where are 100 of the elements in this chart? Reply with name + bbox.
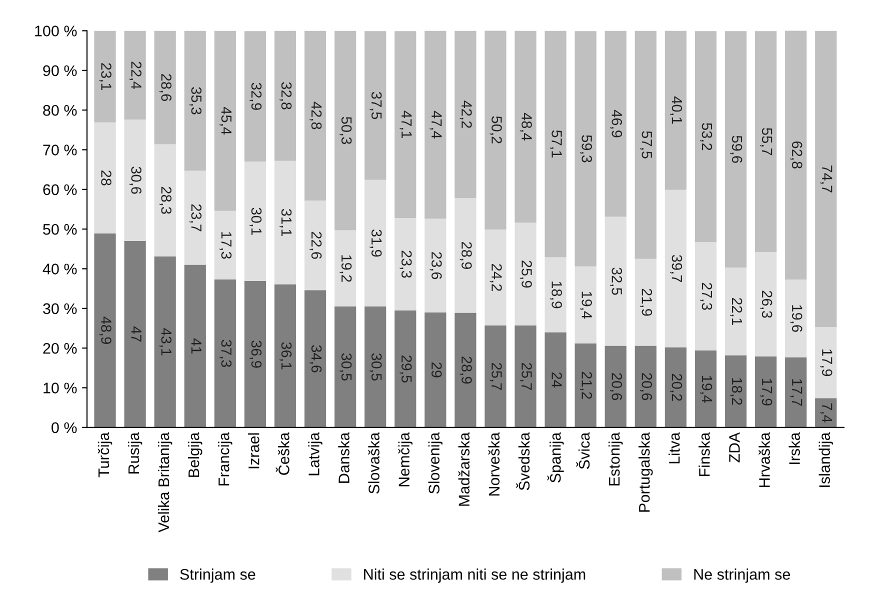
bar (815, 30, 837, 328)
data-label: 41 (191, 338, 202, 354)
bar (274, 160, 296, 284)
data-label: 23,7 (189, 204, 202, 232)
bar (574, 266, 596, 344)
data-label: 20,6 (640, 373, 652, 400)
data-label: 31,9 (370, 230, 382, 257)
legend-label: Ne strinjam se (694, 568, 790, 583)
x-tick-label: Slovenija (428, 432, 443, 494)
data-label: 34,6 (310, 345, 322, 372)
legend-label: Strinjam se (180, 568, 256, 583)
data-label: 22,4 (129, 62, 142, 89)
data-label: 36,9 (250, 340, 262, 368)
bar (154, 256, 176, 428)
bar (785, 30, 807, 280)
data-label: 35,3 (189, 87, 202, 114)
data-label: 43,1 (159, 328, 172, 356)
bar (754, 252, 777, 356)
bar (544, 257, 566, 332)
bar (724, 31, 747, 268)
bar (664, 30, 687, 190)
y-tick-label: 100 % (35, 26, 77, 36)
bar (244, 162, 266, 282)
data-label: 32,9 (250, 82, 262, 110)
data-label: 25,7 (490, 362, 502, 390)
bar (244, 281, 266, 428)
data-label: 28 (101, 170, 112, 186)
data-label: 57,5 (640, 131, 652, 158)
data-label: 59,6 (730, 136, 742, 163)
data-label: 39,7 (670, 254, 682, 282)
bar (754, 31, 777, 252)
bar (214, 210, 236, 280)
x-tick-label: Turčija (98, 432, 112, 478)
bar (634, 30, 656, 259)
data-label: 21,9 (640, 288, 652, 316)
data-label: 19,2 (340, 255, 352, 282)
data-label: 30,6 (129, 166, 142, 194)
bar (124, 30, 146, 120)
data-label: 37,3 (220, 340, 232, 367)
x-tick-label: Francija (218, 432, 232, 486)
x-tick-label: ZDA (729, 432, 740, 462)
x-tick-label: Švica (576, 432, 590, 469)
data-label: 30,1 (250, 208, 262, 235)
bar (484, 229, 506, 326)
data-label: 23,1 (99, 63, 112, 90)
data-label: 74,7 (820, 165, 832, 192)
bar (274, 30, 296, 161)
data-label: 48,9 (99, 316, 112, 344)
x-tick-label: Irska (788, 432, 800, 464)
data-label: 20,6 (610, 373, 622, 400)
bar (785, 279, 807, 358)
legend-label: Niti se strinjam niti se ne strinjam (364, 568, 586, 583)
x-tick-label: Finska (698, 432, 710, 476)
data-label: 28,6 (159, 74, 172, 102)
y-tick-label: 20 % (43, 342, 77, 354)
bar (184, 264, 206, 428)
data-label: 42,8 (310, 102, 322, 130)
data-label: 22,6 (310, 232, 322, 259)
bar (694, 31, 717, 242)
bar (815, 327, 837, 398)
x-tick-label: Latvija (308, 432, 322, 476)
bar (304, 30, 326, 201)
bar (124, 240, 146, 428)
bar (364, 31, 386, 180)
bar (454, 30, 476, 198)
data-label: 45,4 (220, 106, 232, 135)
bar (394, 31, 416, 218)
bar (394, 310, 416, 428)
data-label: 26,3 (760, 290, 772, 318)
data-label: 21,2 (580, 372, 592, 399)
bar (514, 325, 536, 428)
x-tick-label: Rusija (128, 432, 142, 474)
bar (94, 30, 116, 122)
data-label: 18,9 (550, 282, 562, 308)
data-label: 17,9 (820, 349, 832, 376)
bar (484, 30, 506, 230)
x-tick-label: Estonija (608, 432, 623, 486)
data-label: 32,5 (610, 268, 622, 295)
data-label: 50,3 (340, 116, 352, 144)
data-label: 59,3 (580, 135, 592, 162)
bar (364, 180, 386, 306)
bar (514, 222, 536, 326)
data-label: 62,8 (790, 141, 802, 168)
bar (604, 30, 626, 217)
data-label: 36,1 (280, 342, 292, 370)
data-label: 37,5 (370, 92, 382, 120)
data-label: 7,4 (820, 403, 832, 422)
bar (454, 198, 476, 313)
bar (184, 30, 206, 171)
bar (634, 346, 656, 428)
x-tick-label: Nemčija (398, 432, 413, 486)
bar (694, 242, 717, 350)
bar (544, 30, 566, 258)
bar (274, 284, 296, 428)
x-tick-label: Slovaška (368, 432, 380, 494)
bar (815, 398, 837, 428)
x-tick-label: Madžarska (458, 432, 470, 506)
bar (424, 30, 446, 219)
data-label: 50,2 (490, 116, 502, 144)
bar (604, 346, 626, 428)
